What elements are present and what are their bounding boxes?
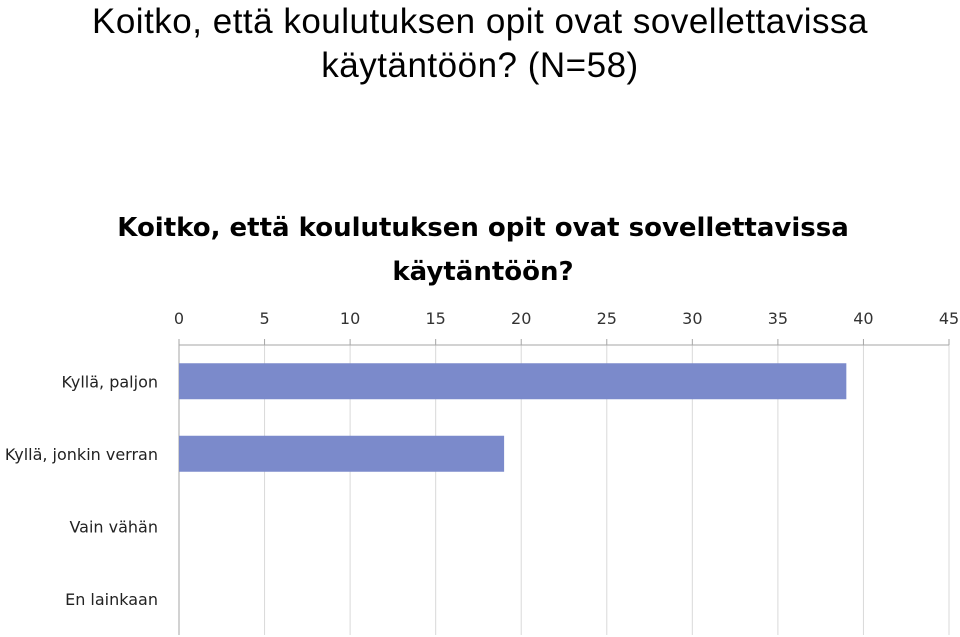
x-tick-label: 25 [597, 309, 617, 328]
x-tick-label: 10 [340, 309, 360, 328]
y-axis: Kyllä, paljon Kyllä, jonkin verran Vain vä… [5, 372, 158, 609]
bar [179, 435, 505, 472]
x-tick-label: 45 [939, 309, 959, 328]
slide-title-line1: Koitko, että koulutuksen opit ovat sovel… [92, 2, 868, 41]
bar [179, 363, 847, 400]
x-tick-label: 20 [511, 309, 531, 328]
category-label: En lainkaan [65, 590, 158, 609]
category-label: Kyllä, jonkin verran [5, 445, 158, 464]
x-tick-label: 5 [259, 309, 269, 328]
category-label: Kyllä, paljon [62, 372, 158, 391]
chart-title-line1: Koitko, että koulutuksen opit ovat sovel… [117, 213, 849, 243]
x-axis: 0 5 10 15 20 25 30 35 40 45 [174, 309, 959, 328]
chart-title-line2: käytäntöön? [392, 257, 573, 287]
slide-title: Koitko, että koulutuksen opit ovat sovel… [0, 0, 960, 88]
bars [179, 363, 847, 472]
category-label: Vain vähän [69, 517, 158, 536]
x-tick-label: 40 [853, 309, 873, 328]
x-tick-label: 15 [425, 309, 445, 328]
x-tick-label: 35 [768, 309, 788, 328]
x-tick-label: 0 [174, 309, 184, 328]
x-tick-label: 30 [682, 309, 702, 328]
slide-title-line2: käytäntöön? (N=58) [321, 46, 639, 85]
